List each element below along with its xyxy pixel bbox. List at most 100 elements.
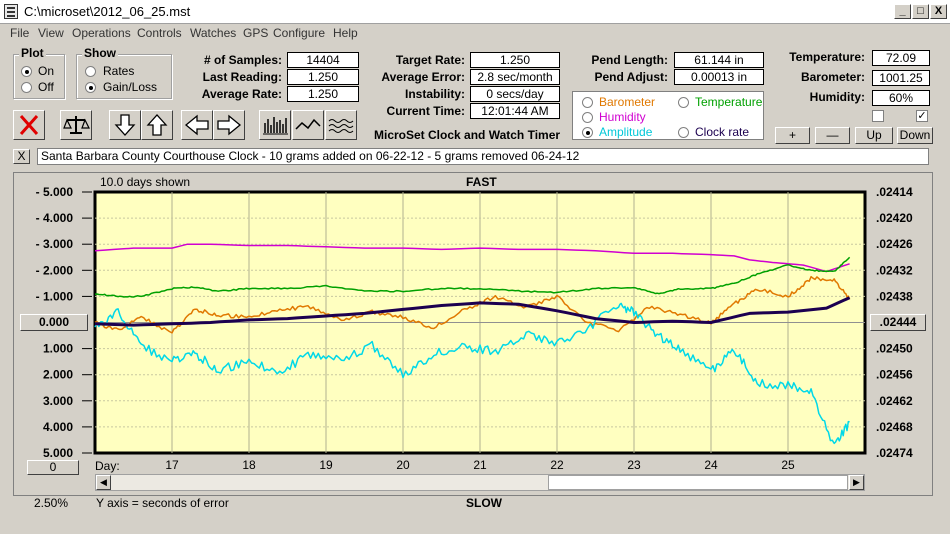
line-wave-icon[interactable] [292, 110, 324, 140]
right-checkbox[interactable]: ✓ [916, 110, 928, 122]
average-error-field[interactable]: 2.8 sec/month [470, 69, 560, 85]
series-line-barometer [94, 275, 851, 334]
instability-field[interactable]: 0 secs/day [470, 86, 560, 102]
plot-off-radio[interactable] [21, 82, 32, 93]
scale-minus-button[interactable]: — [815, 127, 850, 144]
left-checkbox[interactable] [872, 110, 884, 122]
target-rate-field[interactable]: 1.250 [470, 52, 560, 68]
legend-temperature-radio[interactable] [678, 97, 689, 108]
menu-help[interactable]: Help [333, 26, 358, 40]
arrow-up-icon[interactable] [141, 110, 173, 140]
bar-chart-icon[interactable] [259, 110, 291, 140]
series-line-humidity [94, 243, 850, 273]
menu-bar: File View Operations Controls Watches GP… [0, 24, 950, 42]
show-group-title: Show [82, 46, 118, 60]
humidity-label: Humidity: [809, 90, 865, 104]
legend-temperature-label: Temperature [695, 95, 763, 109]
scroll-up-button[interactable]: Up [855, 127, 893, 144]
x-tick-label: 19 [319, 458, 333, 472]
maximize-button[interactable]: □ [912, 4, 929, 19]
menu-controls[interactable]: Controls [137, 26, 182, 40]
y-left-tick-label: 5.000 [43, 446, 73, 460]
y-left-tick-label: - 4.000 [36, 211, 74, 225]
menu-view[interactable]: View [38, 26, 64, 40]
pend-length-label: Pend Length: [591, 53, 668, 67]
show-group [76, 54, 172, 99]
close-x-icon[interactable] [13, 110, 45, 140]
zero-right-button[interactable]: .02444 [870, 314, 926, 331]
series-line-clock-rate [94, 296, 851, 327]
show-rates-label: Rates [103, 64, 135, 78]
plot-on-radio[interactable] [21, 66, 32, 77]
average-rate-field[interactable]: 1.250 [287, 86, 359, 102]
menu-operations[interactable]: Operations [72, 26, 131, 40]
show-rates-radio[interactable] [85, 66, 96, 77]
note-close-button[interactable]: X [13, 149, 30, 164]
y-left-tick-label: - 2.000 [36, 263, 74, 277]
minimize-button[interactable]: _ [894, 4, 911, 19]
x-tick-label: 25 [781, 458, 795, 472]
y-left-tick-label: - 3.000 [36, 237, 74, 251]
plot-off-label: Off [38, 80, 54, 94]
x-tick-label: 22 [550, 458, 564, 472]
legend-barometer-radio[interactable] [582, 97, 593, 108]
fast-label: FAST [466, 175, 497, 189]
temperature-field[interactable]: 72.09 [872, 50, 930, 66]
series-legend [572, 91, 764, 140]
scale-plus-button[interactable]: + [775, 127, 810, 144]
zoom-label: 2.50% [34, 496, 69, 510]
last-reading-field[interactable]: 1.250 [287, 69, 359, 85]
close-button[interactable]: X [930, 4, 947, 19]
barometer-field[interactable]: 1001.25 [872, 70, 930, 86]
instability-label: Instability: [404, 87, 465, 101]
wave-noise-icon[interactable] [325, 110, 357, 140]
menu-gps[interactable]: GPS [243, 26, 269, 40]
x-tick-label: 20 [396, 458, 410, 472]
slow-label: SLOW [466, 496, 502, 510]
plot-group-title: Plot [19, 46, 46, 60]
legend-clockrate-radio[interactable] [678, 127, 689, 138]
samples-field[interactable]: 14404 [287, 52, 359, 68]
offset-button[interactable]: 0 [27, 460, 79, 475]
samples-label: # of Samples: [203, 53, 282, 67]
balance-scale-icon[interactable] [60, 110, 92, 140]
current-time-label: Current Time: [386, 104, 465, 118]
y-axis-caption: Y axis = seconds of error [96, 496, 229, 510]
series-line-temperature [94, 256, 851, 298]
arrow-left-icon[interactable] [181, 110, 213, 140]
y-right-tick-label: .02474 [876, 446, 913, 460]
scroll-right-arrow[interactable]: ▶ [849, 475, 864, 490]
y-left-tick-label: 3.000 [43, 394, 73, 408]
legend-amplitude-radio[interactable] [582, 127, 593, 138]
target-rate-label: Target Rate: [395, 53, 465, 67]
note-field[interactable]: Santa Barbara County Courthouse Clock - … [37, 148, 929, 165]
scrollbar-thumb[interactable] [548, 475, 848, 490]
menu-file[interactable]: File [10, 26, 30, 40]
humidity-field[interactable]: 60% [872, 90, 930, 106]
arrow-down-icon[interactable] [109, 110, 141, 140]
scroll-down-button[interactable]: Down [897, 127, 933, 144]
pend-length-field[interactable]: 61.144 in [674, 52, 764, 68]
y-right-tick-label: .02414 [876, 185, 913, 199]
x-tick-label: 17 [165, 458, 179, 472]
y-right-tick-label: .02426 [876, 237, 913, 251]
menu-watches[interactable]: Watches [190, 26, 237, 40]
legend-humidity-radio[interactable] [582, 112, 593, 123]
chart-ticks: 17 18 19 20 21 22 23 24 25 - 5.000 .02414 - 4.000 .0… [36, 185, 913, 472]
current-time-field[interactable]: 12:01:44 AM [470, 103, 560, 119]
zero-left-button[interactable]: 0.000 [20, 314, 88, 331]
x-tick-label: 18 [242, 458, 256, 472]
menu-configure[interactable]: Configure [273, 26, 326, 40]
x-axis-label: Day: [95, 459, 120, 473]
y-right-tick-label: .02450 [876, 342, 913, 356]
scroll-left-arrow[interactable]: ◀ [96, 475, 111, 490]
horizontal-scrollbar[interactable]: ◀ ▶ [95, 474, 865, 491]
y-left-tick-label: 1.000 [43, 342, 73, 356]
show-gainloss-radio[interactable] [85, 82, 96, 93]
arrow-right-icon[interactable] [213, 110, 245, 140]
y-right-tick-label: .02438 [876, 289, 913, 303]
app-icon[interactable] [4, 4, 18, 19]
x-tick-label: 24 [704, 458, 718, 472]
pend-adjust-field[interactable]: 0.00013 in [674, 69, 764, 85]
legend-barometer-label: Barometer [599, 95, 656, 109]
